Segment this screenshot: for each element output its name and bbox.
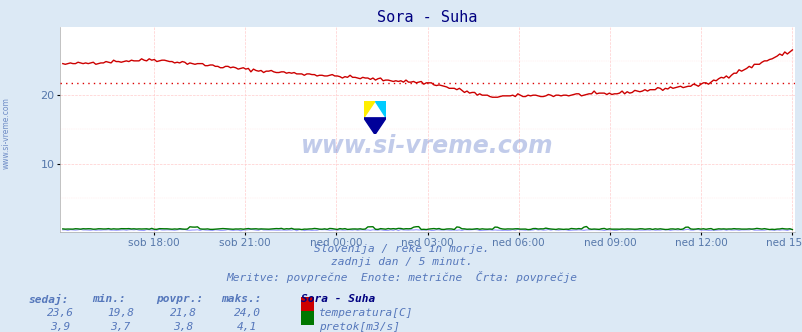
Text: min.:: min.: [92, 294, 126, 304]
Text: 19,8: 19,8 [107, 308, 134, 318]
Text: maks.:: maks.: [221, 294, 261, 304]
Text: sedaj:: sedaj: [28, 294, 68, 305]
Polygon shape [363, 118, 386, 134]
Polygon shape [375, 101, 386, 118]
Text: 4,1: 4,1 [237, 322, 257, 332]
Text: 3,8: 3,8 [172, 322, 193, 332]
Title: Sora - Suha: Sora - Suha [377, 10, 477, 25]
Text: temperatura[C]: temperatura[C] [318, 308, 413, 318]
Text: Sora - Suha: Sora - Suha [301, 294, 375, 304]
Text: 23,6: 23,6 [47, 308, 74, 318]
Polygon shape [363, 101, 375, 118]
Text: 21,8: 21,8 [169, 308, 196, 318]
Text: 24,0: 24,0 [233, 308, 261, 318]
Text: www.si-vreme.com: www.si-vreme.com [2, 97, 11, 169]
Text: Slovenija / reke in morje.: Slovenija / reke in morje. [314, 244, 488, 254]
Text: 3,7: 3,7 [110, 322, 131, 332]
Text: Meritve: povprečne  Enote: metrične  Črta: povprečje: Meritve: povprečne Enote: metrične Črta:… [225, 271, 577, 283]
Text: povpr.:: povpr.: [156, 294, 204, 304]
Text: zadnji dan / 5 minut.: zadnji dan / 5 minut. [330, 257, 472, 267]
Text: www.si-vreme.com: www.si-vreme.com [301, 134, 553, 158]
Text: pretok[m3/s]: pretok[m3/s] [318, 322, 399, 332]
Text: 3,9: 3,9 [50, 322, 71, 332]
